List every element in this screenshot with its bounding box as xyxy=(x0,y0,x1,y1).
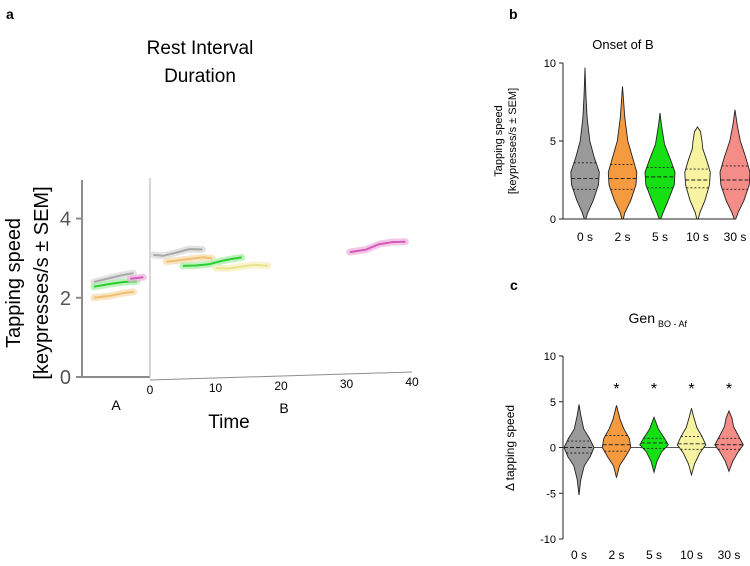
panel-a-xlabel: Time xyxy=(208,412,250,433)
panel-a-series-line-B xyxy=(182,256,242,267)
panel-c-violin xyxy=(676,408,707,477)
panel-b-ytick-label: 5 xyxy=(550,136,556,148)
panel-letter-b: b xyxy=(509,6,518,22)
panel-c-xtick-label: 5 s xyxy=(646,548,662,562)
panel-c-ytick-label: 10 xyxy=(544,351,556,363)
panel-b-violin xyxy=(719,109,750,220)
panel-letter-a: a xyxy=(6,6,14,22)
panel-a-xtick-label: 30 xyxy=(340,377,354,391)
panel-b-xtick-label: 30 s xyxy=(724,230,747,244)
panel-a-ytick-label: 4 xyxy=(60,209,71,231)
panel-c-ytick-label: 0 xyxy=(550,443,556,455)
panel-a-section-A: A xyxy=(111,397,121,413)
panel-b-ylabel-line1: Tapping speed xyxy=(493,105,505,177)
panel-a-xtick-label: 20 xyxy=(274,379,288,393)
panel-a-ylabel-line1: Tapping speed xyxy=(3,218,25,348)
panel-c-violin-chart: Gen BO - Af Δ tapping speed -10 -5 0 5 10 0 s… xyxy=(503,310,744,562)
panel-b-violin xyxy=(644,112,676,220)
panel-c-ytick-label: -5 xyxy=(546,488,556,500)
panel-letter-c: c xyxy=(510,277,518,293)
panel-a-ytick-label: 0 xyxy=(60,367,71,389)
panel-b-xtick-label: 0 s xyxy=(577,230,593,244)
panel-a-series-line-B xyxy=(153,248,203,257)
panel-a-series-line-B xyxy=(349,240,406,254)
panel-c-xtick-label: 30 s xyxy=(718,548,741,562)
panel-c-xtick-label: 0 s xyxy=(571,548,587,562)
panel-a-x-axis-B xyxy=(149,371,413,381)
panel-c-title: Gen xyxy=(629,310,655,326)
panel-c-significance-star: * xyxy=(613,381,619,398)
panel-b-violin xyxy=(684,126,711,220)
panel-c-significance-star: * xyxy=(726,381,732,398)
panel-c-violin xyxy=(601,405,632,478)
panel-c-ylabel: Δ tapping speed xyxy=(503,405,517,491)
panel-b-xtick-label: 2 s xyxy=(614,230,630,244)
panel-b-violin-chart: Onset of B Tapping speed [keypresses/s ±… xyxy=(493,37,750,244)
panel-c-xtick-label: 2 s xyxy=(608,548,624,562)
panel-b-ylabel-line2: [keypresses/s ± SEM] xyxy=(507,88,519,194)
panel-c-title-subscript: BO - Af xyxy=(658,319,688,329)
panel-c-significance-star: * xyxy=(688,381,694,398)
panel-b-xtick-label: 10 s xyxy=(686,230,709,244)
panel-a-series-line-A xyxy=(93,272,134,283)
panel-b-xtick-label: 5 s xyxy=(652,230,668,244)
panel-a-xtick-label: 40 xyxy=(405,375,419,389)
panel-a-xtick-label: 10 xyxy=(209,381,223,395)
panel-c-xtick-label: 10 s xyxy=(680,548,703,562)
panel-a-series-line-B xyxy=(166,256,213,263)
panel-a-ylabel-line2: [keypresses/s ± SEM] xyxy=(31,186,53,379)
panel-b-violin xyxy=(570,67,600,220)
panel-a-title-line1: Rest Interval xyxy=(147,38,254,59)
panel-a-ytick-label: 2 xyxy=(60,288,71,310)
panel-a-title-line2: Duration xyxy=(164,66,236,87)
panel-a-series-line-A xyxy=(130,276,144,280)
panel-a-series-line-A xyxy=(93,290,134,299)
panel-b-title: Onset of B xyxy=(592,37,653,52)
panel-c-violin xyxy=(563,404,595,496)
panel-a-line-chart: Rest Interval Duration Tapping speed [ke… xyxy=(3,38,419,433)
panel-c-violin xyxy=(714,409,744,473)
panel-b-ytick-label: 0 xyxy=(550,214,556,226)
panel-c-ytick-label: -10 xyxy=(540,534,556,546)
panel-b-violin xyxy=(607,86,638,220)
panel-c-ytick-label: 5 xyxy=(550,397,556,409)
panel-a-xtick-label: 0 xyxy=(147,383,154,397)
panel-a-section-B: B xyxy=(279,400,288,416)
panel-a-series-line-B xyxy=(215,263,268,270)
panel-c-significance-star: * xyxy=(651,381,657,398)
panel-c-violin xyxy=(639,416,669,474)
panel-b-ytick-label: 10 xyxy=(544,58,556,70)
